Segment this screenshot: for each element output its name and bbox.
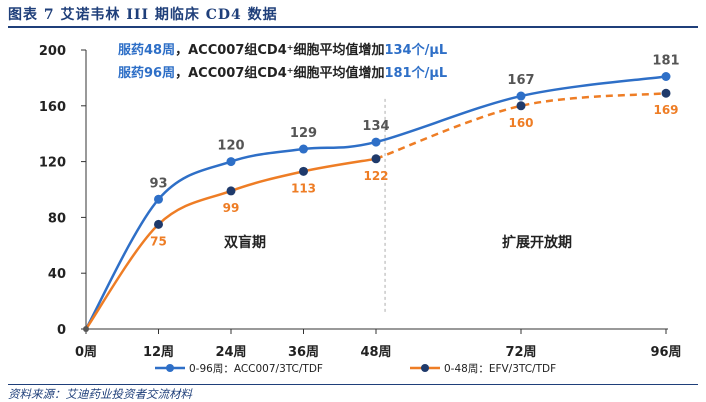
phase-label-open-label: 扩展开放期 <box>502 234 572 251</box>
series-0-point <box>226 157 236 167</box>
x-tick-label: 48周 <box>360 345 391 360</box>
series-line-0 <box>84 75 667 330</box>
chart-legend: 0-96周：ACC007/3TC/TDF 0-48周：EFV/3TC/TDF <box>155 363 556 375</box>
series-0-point <box>516 91 526 101</box>
x-tick-label: 72周 <box>505 345 536 360</box>
x-tick-label: 36周 <box>288 345 319 360</box>
series-1-point <box>226 186 236 196</box>
series-1-point <box>154 219 163 229</box>
series-line-1-solid <box>84 157 377 330</box>
y-tick-label: 80 <box>48 211 66 226</box>
phase-label-double-blind: 双盲期 <box>224 234 266 251</box>
x-tick-label: 12周 <box>143 345 174 360</box>
y-tick-label: 200 <box>39 44 66 59</box>
series-0-point <box>299 144 308 154</box>
series-1-point <box>661 88 671 98</box>
title-rule <box>8 26 698 28</box>
legend-label-acc007: 0-96周：ACC007/3TC/TDF <box>189 363 323 375</box>
y-tick-label: 0 <box>57 323 66 338</box>
figure-title: 图表 7 艾诺韦林 III 期临床 CD4 数据 <box>8 7 278 23</box>
series-0-data-label: 93 <box>149 176 167 191</box>
series-1-data-label: 122 <box>363 169 388 183</box>
data-labels-layer: 93 120 129 134 167 181 75 99 113 122 160 169 <box>149 54 679 249</box>
x-tick-label: 24周 <box>215 345 246 360</box>
series-1-data-label: 75 <box>150 234 167 248</box>
legend-label-efv: 0-48周：EFV/3TC/TDF <box>444 363 556 375</box>
series-line-1-dashed <box>375 91 667 160</box>
origin-point <box>83 326 89 332</box>
legend-marker-efv <box>421 364 429 372</box>
legend-item-acc007: 0-96周：ACC007/3TC/TDF <box>155 363 323 375</box>
annotation-line2: 服药96周，ACC007组CD4+细胞平均值增加181个/μL <box>118 65 447 81</box>
y-tick-label: 160 <box>39 100 66 115</box>
series-1-point <box>299 166 308 176</box>
series-1-data-label: 169 <box>653 103 678 117</box>
series-layer <box>83 72 671 332</box>
bottom-rule <box>8 384 698 385</box>
series-0-data-label: 120 <box>217 139 244 154</box>
legend-marker-acc007 <box>166 364 174 372</box>
series-1-data-label: 99 <box>223 201 240 215</box>
series-0-point <box>154 194 163 204</box>
series-0-point <box>661 72 671 82</box>
series-1-point <box>516 101 526 111</box>
series-1-point <box>371 154 381 164</box>
series-0-data-label: 181 <box>652 54 679 69</box>
series-0-data-label: 134 <box>362 119 389 134</box>
series-0-point <box>371 137 381 147</box>
series-0-data-label: 129 <box>290 126 317 141</box>
annotation-line1: 服药48周，ACC007组CD4+细胞平均值增加134个/μL <box>118 42 447 58</box>
y-tick-label: 40 <box>48 267 66 282</box>
y-tick-label: 120 <box>39 156 66 171</box>
legend-item-efv: 0-48周：EFV/3TC/TDF <box>410 363 556 375</box>
chart-axes: 0 40 80 120 160 200 0周 12周 24周 36周 48周 72周 96周 <box>39 44 682 360</box>
x-tick-label: 96周 <box>650 345 681 360</box>
x-tick-label: 0周 <box>75 345 97 360</box>
source-note: 资料来源：艾迪药业投资者交流材料 <box>8 387 192 401</box>
series-0-data-label: 167 <box>507 73 534 88</box>
series-1-data-label: 113 <box>291 181 316 195</box>
series-1-data-label: 160 <box>508 116 533 130</box>
